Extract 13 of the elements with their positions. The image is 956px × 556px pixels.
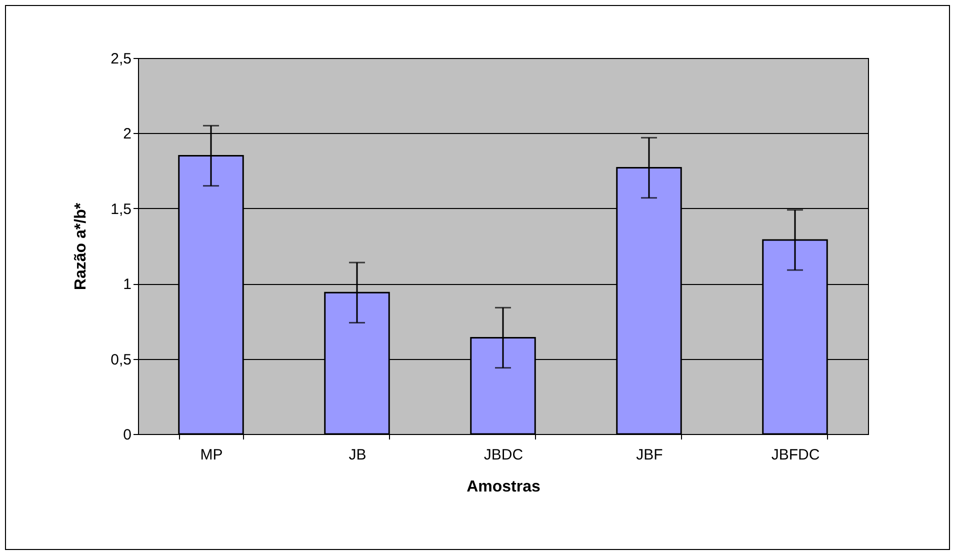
y-tick-label: 1 [123,276,132,294]
x-axis-title: Amostras [466,478,540,496]
y-axis-title: Razão a*/b* [72,202,90,290]
y-tick-label: 2,5 [110,50,132,68]
y-tick-label: 0,5 [110,351,132,368]
x-tick-label: JBDC [484,446,524,464]
y-tick-label: 2 [123,126,132,143]
x-tick-label: JBFDC [771,446,820,464]
x-tick-label: JB [348,446,366,464]
x-tick-label: JBF [636,446,663,464]
y-tick-label: 0 [123,426,132,444]
x-tick-label: MP [200,446,223,464]
y-tick-label: 1,5 [110,200,132,218]
